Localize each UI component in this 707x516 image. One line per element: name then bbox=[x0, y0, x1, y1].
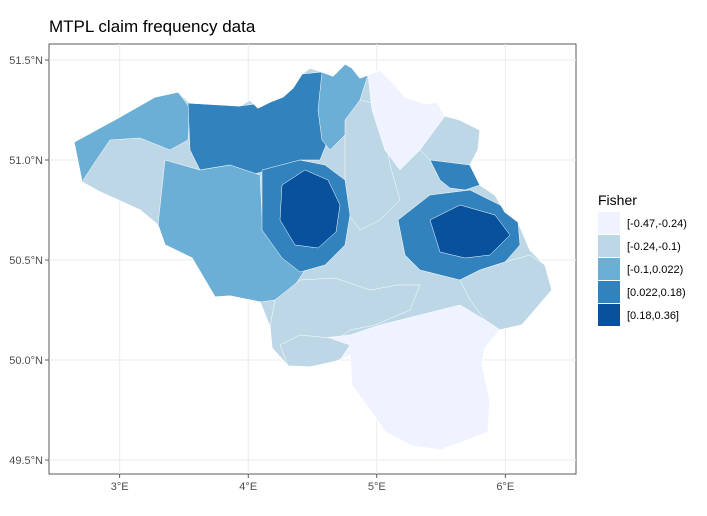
y-tick-label-2: 50.5°N bbox=[9, 255, 43, 267]
legend-swatch-1 bbox=[598, 235, 620, 257]
legend-title: Fisher bbox=[598, 192, 637, 208]
legend-label-2: [-0.1,0.022) bbox=[627, 264, 683, 276]
x-tick-label-1: 4°E bbox=[239, 481, 257, 493]
x-tick-label-3: 6°E bbox=[496, 481, 514, 493]
y-tick-label-1: 51.0°N bbox=[9, 155, 43, 167]
region-brussels-core bbox=[279, 169, 341, 249]
region-liege-core bbox=[429, 204, 511, 259]
legend-label-0: [-0.47,-0.24) bbox=[627, 218, 687, 230]
y-tick-label-3: 50.0°N bbox=[9, 355, 43, 367]
x-tick-label-0: 3°E bbox=[111, 481, 129, 493]
legend-label-4: [0.18,0.36] bbox=[627, 310, 679, 322]
legend: Fisher [-0.47,-0.24) [-0.24,-0.1) [-0.1,0.… bbox=[598, 192, 687, 326]
map-outline bbox=[73, 63, 553, 451]
map-regions bbox=[74, 64, 552, 450]
legend-swatch-4 bbox=[598, 304, 620, 326]
legend-swatch-2 bbox=[598, 258, 620, 280]
y-tick-label-0: 51.5°N bbox=[9, 55, 43, 67]
x-axis-ticks: 3°E 4°E 5°E 6°E bbox=[111, 474, 514, 493]
legend-items: [-0.47,-0.24) [-0.24,-0.1) [-0.1,0.022) [0.… bbox=[598, 212, 687, 326]
legend-label-3: [0.022,0.18) bbox=[627, 287, 686, 299]
belgium-map bbox=[73, 63, 553, 451]
legend-label-1: [-0.24,-0.1) bbox=[627, 241, 681, 253]
chart-title: MTPL claim frequency data bbox=[49, 17, 256, 36]
legend-swatch-3 bbox=[598, 281, 620, 303]
legend-swatch-0 bbox=[598, 212, 620, 234]
x-tick-label-2: 5°E bbox=[368, 481, 386, 493]
y-axis-ticks: 51.5°N 51.0°N 50.5°N 50.0°N 49.5°N bbox=[9, 55, 49, 467]
y-tick-label-4: 49.5°N bbox=[9, 455, 43, 467]
